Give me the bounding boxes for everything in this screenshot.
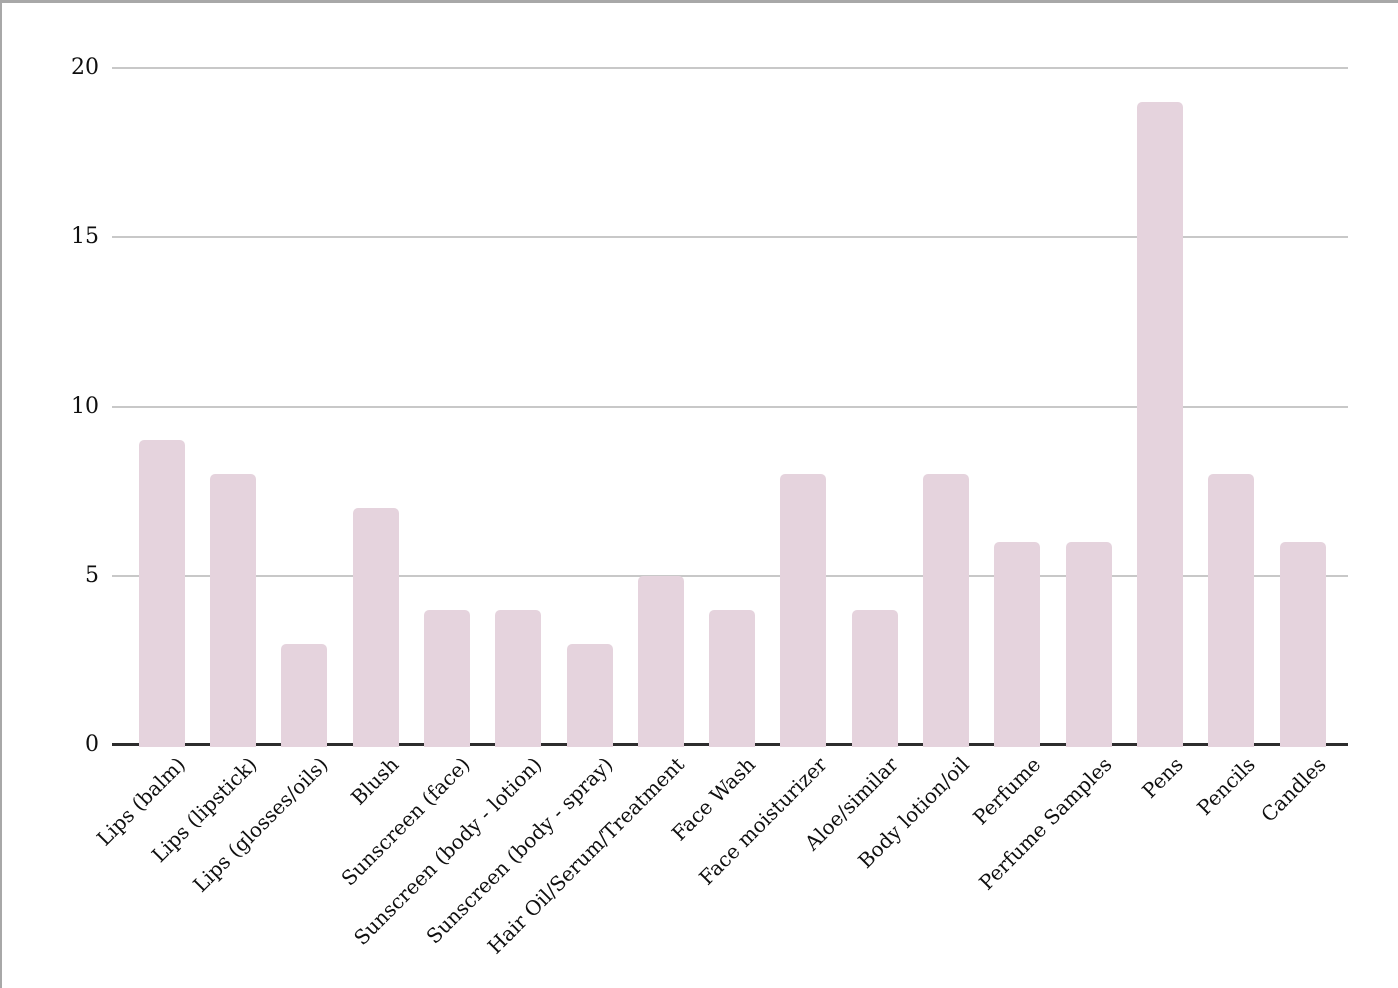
gridline (112, 405, 1348, 408)
y-axis-tick-label: 0 (85, 732, 99, 757)
bar (281, 643, 328, 748)
x-axis-category-label: Candles (1256, 752, 1331, 827)
bar (1279, 541, 1326, 747)
x-axis-category-label: Face moisturizer (694, 752, 832, 890)
x-axis-category-label: Pencils (1191, 752, 1260, 820)
bar (709, 609, 755, 747)
gridline (112, 574, 1348, 577)
y-axis-tick-label: 15 (71, 224, 99, 250)
bar-chart: 0 5 10 15 20 Lips (balm) Lips (lipstick) Lips (… (2, 3, 1398, 988)
x-axis-category-label: Perfume Samples (974, 752, 1117, 895)
x-axis-category-label: Blush (346, 752, 404, 810)
x-axis-category-label: Pens (1137, 752, 1189, 803)
gridline (112, 67, 1348, 69)
bar (209, 474, 256, 747)
bar (495, 609, 542, 747)
bar (352, 508, 399, 747)
bar (138, 440, 185, 747)
y-axis-tick-label: 10 (71, 393, 99, 419)
y-axis-tick-label: 5 (85, 562, 99, 588)
bar (566, 643, 613, 748)
bar (1136, 101, 1183, 747)
bar (922, 474, 969, 747)
bar (994, 541, 1041, 747)
bar (423, 609, 470, 747)
bar (1208, 474, 1255, 747)
y-axis-tick-label: 20 (71, 55, 99, 80)
bar (637, 575, 684, 748)
x-axis-category-label: Sunscreen (face) (336, 752, 476, 891)
x-axis-category-label: Lips (glosses/oils) (187, 752, 333, 897)
bar (780, 474, 827, 747)
gridline (112, 236, 1348, 239)
bar (851, 609, 898, 747)
bar (1065, 541, 1112, 747)
